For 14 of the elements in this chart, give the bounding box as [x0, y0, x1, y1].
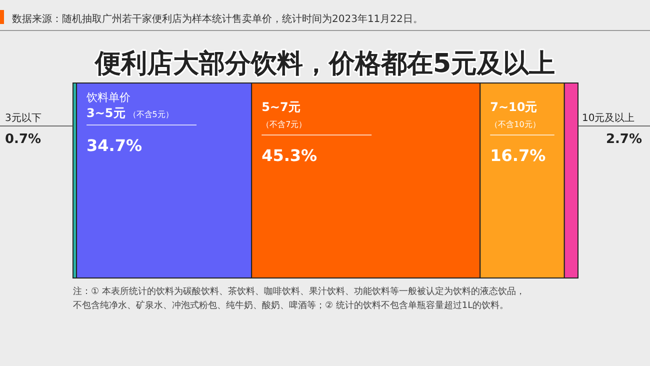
series-label: 10元及以上	[582, 112, 635, 124]
data-label: 34.7%	[86, 136, 142, 155]
data-label: 0.7%	[5, 132, 42, 147]
data-label: 45.3%	[262, 146, 318, 165]
annotation: 饮料单价	[86, 91, 131, 104]
series-label: 7~10元（不含10元）	[490, 100, 540, 129]
data-label: 2.7%	[606, 132, 642, 147]
chart-title: 便利店大部分饮料，价格都在5元及以上	[94, 49, 556, 79]
text: 3元以下	[5, 112, 42, 124]
source-note: 数据来源：随机抽取广州若干家便利店为样本统计售卖单价，统计时间为2023年11月22日。	[12, 13, 423, 25]
series-label: 5~7元（不含7元）	[262, 100, 307, 129]
series-label: 3~5元（不含5元）	[86, 106, 174, 120]
data-label: 16.7%	[490, 146, 546, 165]
text: 注：① 本表所统计的饮料为碳酸饮料、茶饮料、咖啡饮料、果汁饮料、功能饮料等一般被认定为饮料的液态饮品，不包含纯净水、矿泉水、冲泡式粉包、纯牛奶、酸奶、啤酒等；② 统计的饮料不包含单瓶容量超过1L的饮料。	[73, 286, 525, 311]
